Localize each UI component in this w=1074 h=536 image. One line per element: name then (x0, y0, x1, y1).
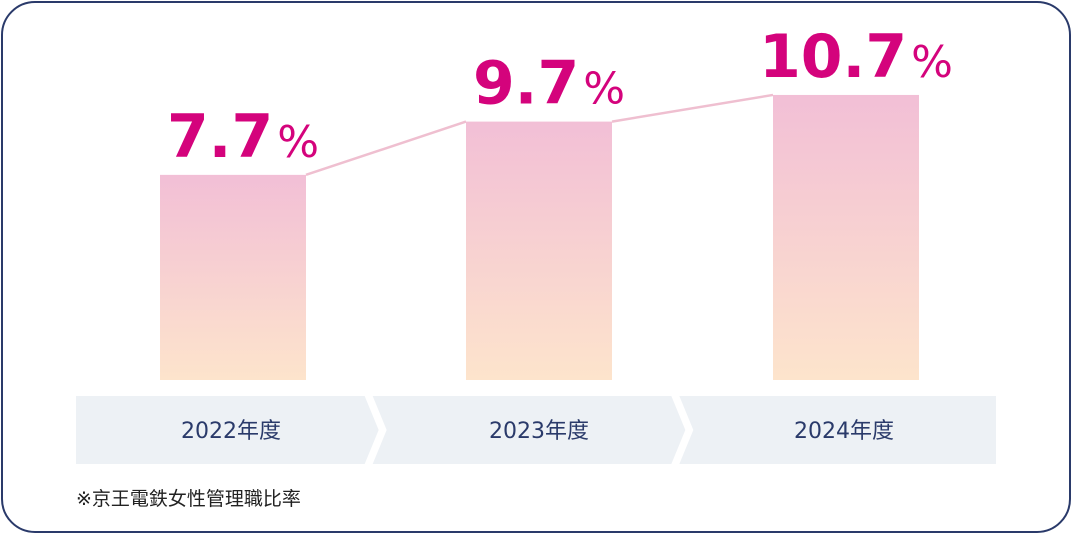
connector-line (305, 120, 467, 177)
category-label: 2023年度 (489, 419, 589, 444)
bar-group (160, 94, 919, 381)
category-band-segment (76, 396, 379, 464)
value-label: 10.7% (759, 22, 953, 92)
bar (160, 174, 306, 380)
value-label: 9.7% (473, 49, 625, 119)
value-label-group: 7.7% 9.7% 10.7% (167, 22, 953, 172)
category-band-segment (679, 396, 996, 464)
category-band (76, 396, 996, 464)
bar (773, 94, 919, 381)
category-band-segment (372, 396, 686, 464)
connector-line (611, 93, 774, 123)
connector-line-group (305, 93, 774, 177)
category-label-group: 2022年度 2023年度 2024年度 (181, 419, 894, 444)
category-label: 2024年度 (794, 419, 894, 444)
category-label: 2022年度 (181, 419, 281, 444)
bar (466, 121, 612, 380)
chart-note: ※京王電鉄女性管理職比率 (76, 488, 301, 510)
value-label: 7.7% (167, 102, 319, 172)
